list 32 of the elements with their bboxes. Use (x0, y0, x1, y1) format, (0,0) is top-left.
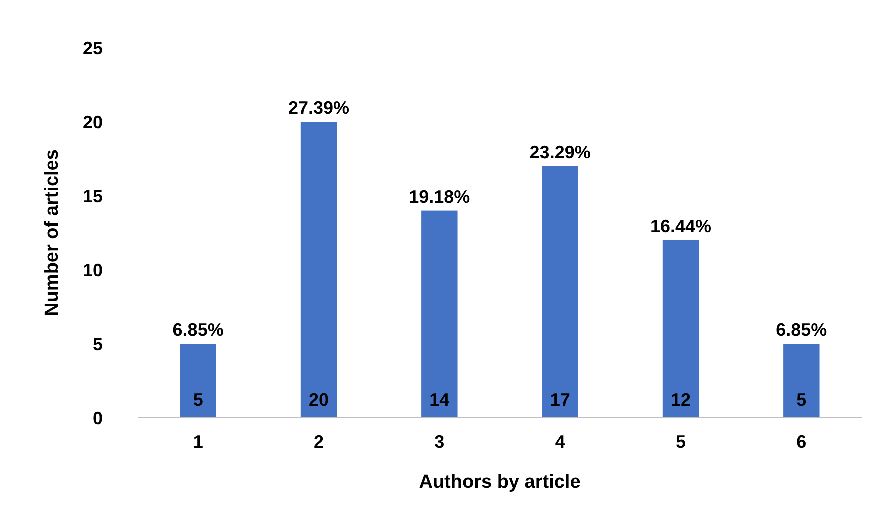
x-tick-label: 4 (555, 432, 566, 452)
x-tick-label: 5 (676, 432, 686, 452)
annotation: 27.39% (288, 98, 350, 118)
annotation: 16.44% (650, 216, 712, 236)
x-tick-label: 2 (314, 432, 324, 452)
x-tick-label: 3 (434, 432, 445, 452)
bar (180, 344, 216, 418)
annotation: 6.85% (776, 320, 828, 340)
data-label: 17 (550, 390, 570, 410)
y-tick-label: 20 (82, 112, 103, 132)
bar (662, 240, 700, 418)
data-label: 14 (430, 390, 450, 410)
x-tick-label: 6 (796, 432, 807, 452)
data-label: 5 (193, 390, 204, 410)
y-tick-label: 10 (82, 260, 103, 280)
y-tick-label: 0 (92, 408, 103, 428)
x-axis-title: Authors by article (419, 472, 581, 493)
annotation: 19.18% (409, 186, 470, 207)
y-tick-label: 15 (82, 186, 103, 206)
data-label: 12 (670, 390, 692, 410)
x-tick-label: 1 (193, 432, 204, 452)
y-tick-label: 25 (82, 38, 103, 58)
y-axis-title: Number of articles (42, 150, 63, 316)
bar (784, 344, 820, 418)
y-tick-label: 5 (92, 334, 103, 354)
data-label: 20 (308, 390, 330, 410)
bar (422, 210, 458, 418)
data-label: 5 (796, 390, 807, 410)
annotation: 6.85% (172, 320, 224, 340)
annotation: 23.29% (530, 142, 591, 162)
bar (300, 122, 338, 418)
bar (542, 166, 578, 418)
